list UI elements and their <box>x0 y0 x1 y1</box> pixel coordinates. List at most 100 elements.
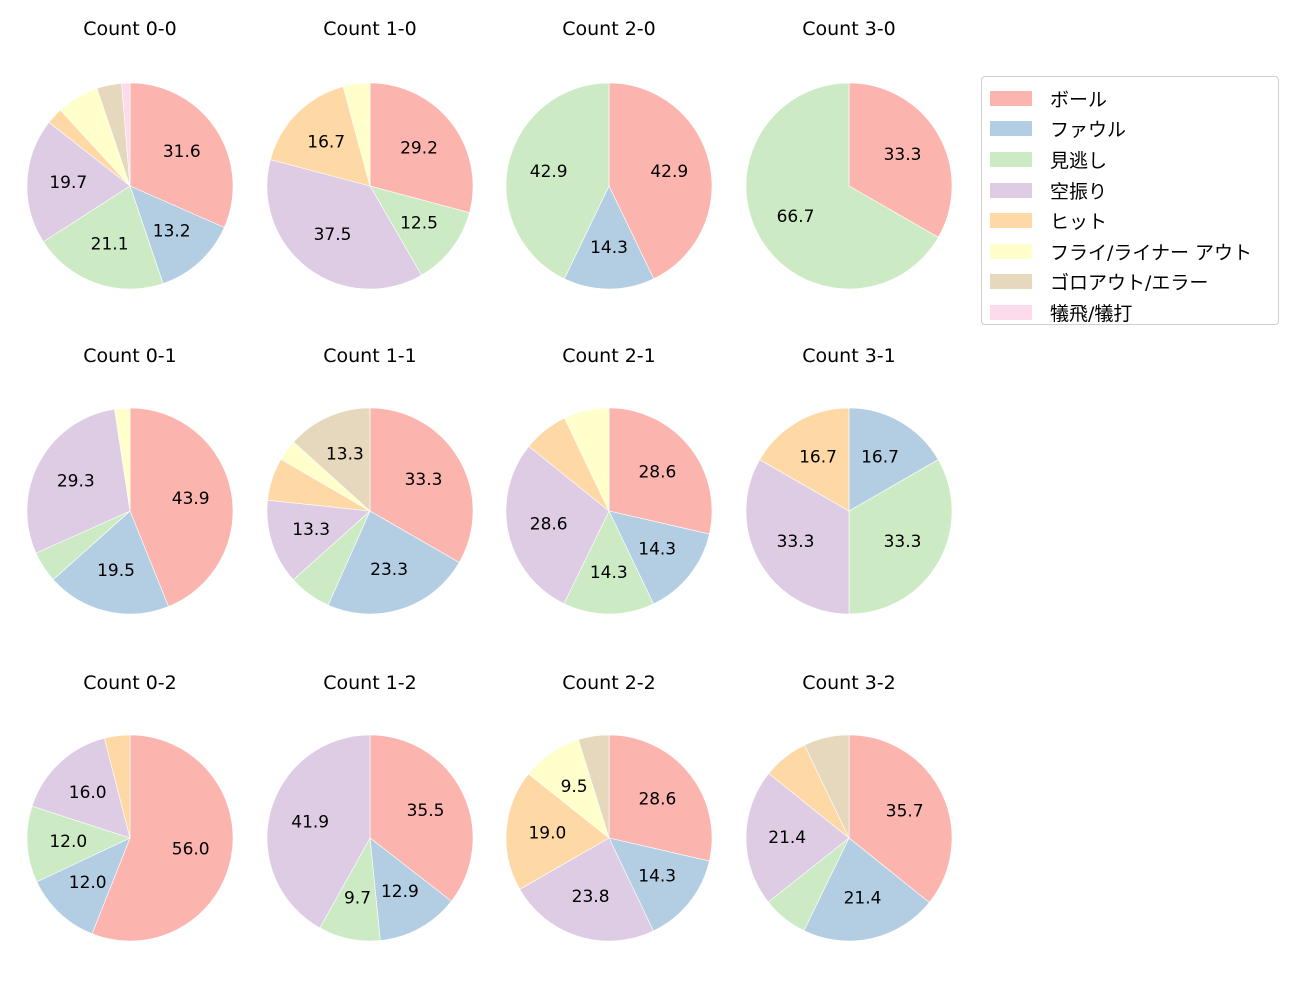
pie-slice <box>270 86 371 187</box>
pie-title: Count 3-2 <box>802 672 896 694</box>
pie-title: Count 3-0 <box>802 18 896 40</box>
pie-title: Count 1-1 <box>323 345 417 367</box>
pie-slice <box>293 407 371 512</box>
pie-slice <box>519 837 654 942</box>
legend-swatch <box>990 243 1032 259</box>
pie-slice <box>104 734 131 839</box>
pie-slice <box>848 459 953 615</box>
legend-swatch <box>990 182 1032 198</box>
pie-slice <box>608 734 713 862</box>
slice-value-label: 28.6 <box>638 463 676 483</box>
slice-value-label: 12.0 <box>69 873 107 893</box>
pie-slice <box>266 159 422 290</box>
legend-label: 犠飛/犠打 <box>1050 302 1133 325</box>
legend-swatch <box>990 213 1032 229</box>
slice-value-label: 28.6 <box>530 515 568 535</box>
slice-value-label: 29.3 <box>57 471 95 491</box>
legend-label: 見逃し <box>1050 149 1108 172</box>
pie-title: Count 2-1 <box>562 345 656 367</box>
slice-value-label: 23.3 <box>370 560 408 580</box>
slice-value-label: 13.2 <box>153 222 191 242</box>
pie-slice <box>91 734 234 942</box>
slice-value-label: 42.9 <box>650 162 688 182</box>
slice-value-label: 21.1 <box>91 234 129 254</box>
pie-slice <box>26 408 131 554</box>
pie-slice <box>848 407 939 512</box>
legend: ボール ファウル 見逃し 空振り ヒット フライ/ライナー アウト ゴロアウト/… <box>981 76 1279 325</box>
slice-value-label: 12.5 <box>400 214 438 234</box>
slice-value-label: 66.7 <box>777 207 815 227</box>
legend-item-hit: ヒット <box>990 205 1278 236</box>
slice-value-label: 9.5 <box>561 777 588 797</box>
pie-slice <box>31 737 131 839</box>
slice-value-label: 43.9 <box>172 489 210 509</box>
slice-value-label: 14.3 <box>638 540 676 560</box>
legend-item-sacrifice: 犠飛/犠打 <box>990 297 1278 328</box>
legend-swatch <box>990 90 1032 106</box>
pie-slice <box>129 407 234 607</box>
pie-slice <box>369 734 474 902</box>
slice-value-label: 21.4 <box>768 828 806 848</box>
pie-count-1-2: Count 1-2 35.5 12.9 9.7 41.9 <box>266 672 474 942</box>
slice-value-label: 12.0 <box>49 832 87 852</box>
pie-slice <box>505 445 610 605</box>
pie-title: Count 0-2 <box>83 672 177 694</box>
pie-slice <box>804 734 850 839</box>
pie-title: Count 1-0 <box>323 18 417 40</box>
pie-slice <box>266 499 371 581</box>
pie-count-3-1: Count 3-1 16.7 33.3 33.3 16.7 <box>745 345 953 615</box>
legend-swatch <box>990 121 1032 137</box>
pie-slice <box>608 510 710 605</box>
pie-slice <box>129 82 234 228</box>
pie-slice <box>266 734 371 929</box>
pie-count-2-1: Count 2-1 28.6 14.3 14.3 28.6 <box>505 345 713 615</box>
slice-value-label: 19.5 <box>97 561 135 581</box>
pie-slice <box>369 407 474 563</box>
pie-slice <box>114 407 131 512</box>
pie-count-2-2: Count 2-2 28.6 14.3 23.8 19.0 9.5 <box>505 672 713 942</box>
pie-slice <box>848 82 953 238</box>
pie-slice <box>505 82 610 280</box>
slice-value-label: 35.7 <box>886 801 924 821</box>
legend-item-called-strike: 見逃し <box>990 144 1278 175</box>
legend-swatch <box>990 274 1032 290</box>
pie-slice <box>563 510 654 615</box>
slice-value-label: 35.5 <box>407 801 445 821</box>
pie-count-1-0: Count 1-0 29.2 12.5 37.5 16.7 <box>266 18 474 290</box>
slice-value-label: 33.3 <box>405 470 443 490</box>
legend-swatch <box>990 151 1032 167</box>
pie-title: Count 0-0 <box>83 18 177 40</box>
legend-item-foul: ファウル <box>990 114 1278 145</box>
legend-label: ヒット <box>1050 211 1108 234</box>
pie-slice <box>608 407 713 535</box>
pie-slice <box>563 185 655 290</box>
pie-count-2-0: Count 2-0 42.9 14.3 42.9 <box>505 18 713 290</box>
pie-slice <box>121 82 131 187</box>
pie-slice <box>505 773 610 890</box>
pie-slice <box>803 837 930 942</box>
slice-value-label: 21.4 <box>844 888 882 908</box>
slice-value-label: 31.6 <box>163 142 201 162</box>
legend-label: ファウル <box>1050 119 1127 142</box>
slice-value-label: 37.5 <box>314 225 352 245</box>
pie-slice <box>608 82 713 280</box>
pie-slice <box>42 185 164 290</box>
pie-slice <box>745 459 850 615</box>
slice-value-label: 41.9 <box>291 812 329 832</box>
pie-slice <box>759 407 850 512</box>
pie-slice <box>369 82 474 214</box>
legend-item-swinging-strike: 空振り <box>990 175 1278 206</box>
pie-slice <box>608 837 710 932</box>
pie-slice <box>578 734 610 839</box>
pie-count-0-0: Count 0-0 31.6 13.2 21.1 19.7 <box>26 18 234 290</box>
pie-title: Count 2-0 <box>562 18 656 40</box>
pie-slice <box>26 805 131 883</box>
slice-value-label: 23.8 <box>572 887 610 907</box>
pie-slice <box>36 837 131 935</box>
pie-slice <box>369 837 452 941</box>
pie-slice <box>26 121 131 243</box>
legend-swatch <box>990 304 1032 320</box>
pie-slice <box>327 510 460 615</box>
slice-value-label: 14.3 <box>638 867 676 887</box>
